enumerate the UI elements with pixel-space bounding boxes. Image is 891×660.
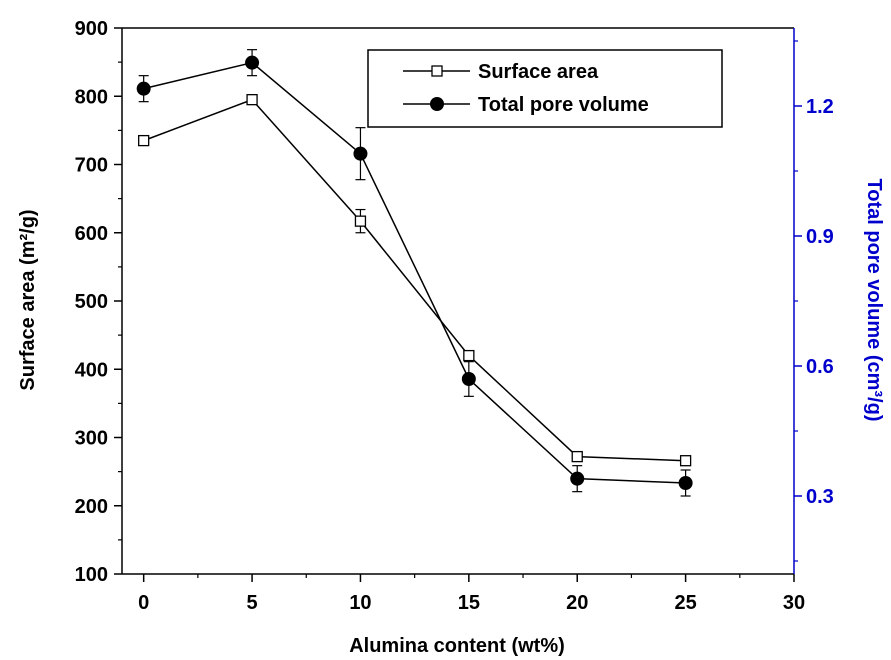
legend-box bbox=[367, 49, 723, 128]
y-left-tick-label: 600 bbox=[75, 223, 108, 245]
x-tick-label: 0 bbox=[138, 592, 149, 614]
x-tick-label: 5 bbox=[247, 592, 258, 614]
y-left-tick-label: 800 bbox=[75, 86, 108, 108]
legend-label-total-pore-volume: Total pore volume bbox=[478, 94, 649, 116]
y-left-axis-title: Surface area (m²/g) bbox=[17, 209, 39, 390]
y-right-tick-label: 1.2 bbox=[806, 96, 834, 118]
data-point-surface-area bbox=[354, 215, 367, 227]
y-left-tick-label: 200 bbox=[75, 496, 108, 518]
series-group bbox=[136, 49, 693, 497]
legend-label-surface-area: Surface area bbox=[478, 61, 599, 83]
y-left-tick-label: 100 bbox=[75, 564, 108, 586]
x-tick-label: 15 bbox=[458, 592, 480, 614]
x-axis-ticks: 0 5 10 15 20 25 30 bbox=[138, 574, 805, 614]
series-line-total-pore-volume bbox=[143, 61, 686, 484]
data-point-total-pore-volume bbox=[678, 476, 693, 490]
data-point-total-pore-volume bbox=[136, 81, 151, 96]
data-point-surface-area bbox=[138, 134, 150, 147]
legend-marker-surface-area bbox=[431, 65, 443, 77]
data-point-total-pore-volume bbox=[245, 55, 260, 70]
series-line-surface-area bbox=[143, 98, 686, 462]
legend: Surface area Total pore volume bbox=[367, 49, 723, 128]
x-tick-label: 10 bbox=[349, 592, 371, 614]
x-axis-title: Alumina content (wt%) bbox=[349, 635, 565, 657]
y-right-tick-label: 0.3 bbox=[806, 486, 834, 508]
data-point-surface-area bbox=[463, 349, 475, 362]
y-left-tick-label: 900 bbox=[75, 18, 108, 40]
data-point-total-pore-volume bbox=[353, 146, 368, 161]
data-point-total-pore-volume bbox=[461, 372, 476, 386]
y-left-tick-label: 500 bbox=[75, 291, 108, 313]
x-tick-label: 20 bbox=[566, 592, 588, 614]
y-left-tick-label: 400 bbox=[75, 359, 108, 381]
data-point-surface-area bbox=[246, 94, 258, 106]
y-right-tick-label: 0.6 bbox=[806, 356, 834, 378]
y-right-tick-label: 0.9 bbox=[806, 226, 834, 248]
x-tick-label: 30 bbox=[783, 592, 805, 614]
y-left-tick-label: 700 bbox=[75, 155, 108, 177]
y-right-axis-title: Total pore volume (cm³/g) bbox=[863, 179, 885, 422]
data-point-surface-area bbox=[679, 455, 692, 467]
y-left-tick-label: 300 bbox=[75, 428, 108, 450]
x-tick-label: 25 bbox=[674, 592, 696, 614]
legend-marker-total-pore-volume bbox=[430, 97, 444, 111]
data-point-surface-area bbox=[571, 450, 583, 463]
data-point-total-pore-volume bbox=[570, 471, 585, 486]
y-right-axis-ticks: 0.3 0.6 0.9 1.2 bbox=[794, 40, 834, 562]
y-left-axis-ticks: 100 200 300 400 500 600 700 800 900 bbox=[75, 18, 122, 586]
